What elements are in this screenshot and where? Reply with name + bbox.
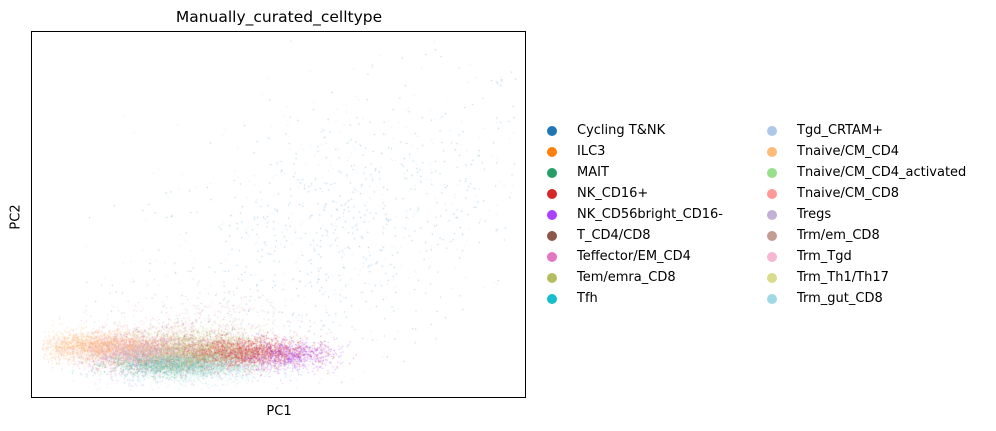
plot-area: [31, 31, 526, 398]
y-axis-label: PC2: [8, 204, 24, 230]
legend-marker: [767, 231, 777, 241]
legend-label: Trm_gut_CD8: [797, 291, 883, 306]
legend: Cycling T&NK ILC3 MAIT NK_CD16+ NK_CD56brigh…: [540, 121, 990, 321]
legend-label: ILC3: [577, 144, 606, 159]
legend-label: Tnaive/CM_CD4: [797, 144, 899, 159]
legend-label: NK_CD16+: [577, 186, 649, 201]
legend-label: Tnaive/CM_CD4_activated: [797, 165, 967, 180]
legend-marker: [767, 294, 777, 304]
x-axis-label: PC1: [266, 404, 292, 419]
legend-label: MAIT: [577, 165, 609, 180]
legend-marker: [767, 252, 777, 262]
legend-label: Cycling T&NK: [577, 123, 666, 138]
legend-marker: [767, 210, 777, 220]
legend-label: Tem/emra_CD8: [577, 270, 676, 285]
legend-marker: [547, 189, 557, 199]
legend-marker: [547, 126, 557, 136]
legend-label: T_CD4/CD8: [577, 228, 651, 243]
legend-marker: [547, 210, 557, 220]
legend-marker: [547, 147, 557, 157]
legend-label: Trm_Th1/Th17: [797, 270, 889, 285]
legend-label: Tregs: [797, 207, 832, 222]
scatter-points: [32, 32, 525, 397]
legend-marker: [547, 168, 557, 178]
legend-marker: [767, 189, 777, 199]
legend-marker: [767, 168, 777, 178]
legend-label: Tnaive/CM_CD8: [797, 186, 899, 201]
legend-marker: [767, 126, 777, 136]
legend-label: Trm/em_CD8: [797, 228, 880, 243]
legend-label: NK_CD56bright_CD16-: [577, 207, 723, 222]
legend-marker: [767, 147, 777, 157]
legend-marker: [547, 231, 557, 241]
legend-label: Teffector/EM_CD4: [577, 249, 691, 264]
legend-label: Tgd_CRTAM+: [797, 123, 884, 138]
chart-title: Manually_curated_celltype: [175, 8, 383, 26]
legend-marker: [547, 273, 557, 283]
legend-marker: [547, 294, 557, 304]
legend-label: Trm_Tgd: [797, 249, 852, 264]
legend-label: Tfh: [577, 291, 598, 306]
legend-marker: [767, 273, 777, 283]
legend-marker: [547, 252, 557, 262]
